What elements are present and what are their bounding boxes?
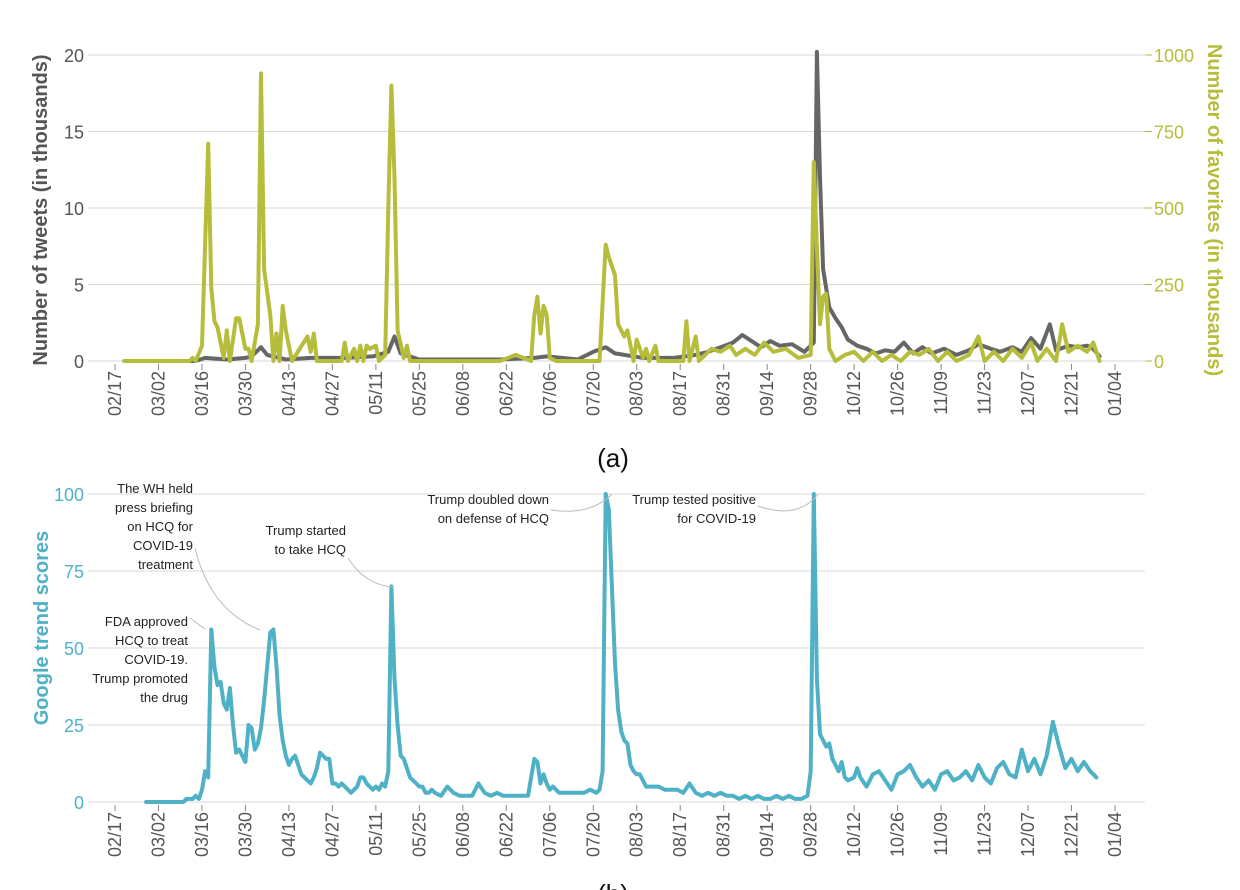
panel-a-y-tick-label: 20 (64, 46, 84, 66)
panel-a-y-tick-label: 15 (64, 123, 84, 143)
panel-b-x-tick-label: 07/20 (583, 812, 603, 857)
panel-b-x-tick-label: 12/21 (1062, 812, 1082, 857)
annotation-text-line: to take HCQ (274, 542, 346, 557)
annotation-text-line: COVID-19 (133, 538, 193, 553)
panel-b-x-tick-label: 09/14 (757, 812, 777, 857)
annotation-text-line: for COVID-19 (677, 511, 756, 526)
annotation-text-line: press briefing (115, 500, 193, 515)
panel-a-x-tick-label: 03/02 (148, 371, 168, 416)
panel-b-y-tick-label: 0 (74, 793, 84, 813)
annotation-text-line: Trump promoted (92, 671, 188, 686)
panel-b-x-tick-label: 09/28 (801, 812, 821, 857)
panel-b-x-tick-label: 03/16 (192, 812, 212, 857)
panel-b-x-tick-label: 10/26 (888, 812, 908, 857)
annotation-text-line: FDA approved (105, 614, 188, 629)
google-trend-series-line (144, 492, 1099, 804)
annotation-leader-line (550, 493, 613, 512)
panel-b-x-tick-label: 05/25 (409, 812, 429, 857)
panel-a-left-axis-title: Number of tweets (in thousands) (30, 54, 52, 365)
panel-a-x-tick-label: 04/13 (279, 371, 299, 416)
panel-a-x-tick-label: 08/03 (627, 371, 647, 416)
panel-a-x-tick-label: 10/12 (844, 371, 864, 416)
panel-b-x-tick-label: 03/30 (235, 812, 255, 857)
annotation-text-line: Trump doubled down (427, 492, 549, 507)
panel-a-x-tick-label: 05/11 (366, 371, 386, 415)
annotation-text-line: The WH held (117, 481, 193, 496)
panel-a-y-right-tick-label: 250 (1154, 276, 1184, 296)
annotation-text-line: COVID-19. (124, 652, 188, 667)
panel-a-tweets-favorites-chart: Number of tweets (in thousands) Number o… (30, 44, 1225, 473)
panel-b-x-tick-label: 08/17 (670, 812, 690, 857)
panel-a-x-tick-label: 08/17 (670, 371, 690, 416)
panel-a-y-tick-label: 10 (64, 199, 84, 219)
panel-a-x-tick-label: 04/27 (322, 371, 342, 416)
panel-a-y-tick-label: 5 (74, 276, 84, 296)
panel-a-x-tick-label: 10/26 (888, 371, 908, 416)
panel-a-x-tick-label: 12/07 (1018, 371, 1038, 416)
panel-b-left-axis-title: Google trend scores (31, 531, 53, 726)
panel-b-x-tick-label: 08/31 (714, 812, 734, 857)
annotation-text-line: the drug (140, 690, 188, 705)
panel-a-x-tick-label: 03/16 (192, 371, 212, 416)
panel-a-label: (a) (597, 443, 629, 473)
panel-b-x-tick-label: 03/02 (148, 812, 168, 857)
panel-b-x-tick-label: 06/08 (453, 812, 473, 857)
annotation-text-line: on HCQ for (127, 519, 193, 534)
annotation-leader-line (347, 557, 394, 588)
panel-b-x-tick-label: 05/11 (366, 812, 386, 856)
panel-a-x-tick-label: 09/14 (757, 371, 777, 416)
panel-b-y-tick-label: 25 (64, 716, 84, 736)
panel-a-y-right-tick-label: 750 (1154, 123, 1184, 143)
panel-b-x-tick-label: 04/27 (322, 812, 342, 857)
panel-b-x-tick-label: 08/03 (627, 812, 647, 857)
panel-b-x-tick-label: 12/07 (1018, 812, 1038, 857)
panel-a-x-tick-label: 11/23 (975, 371, 995, 415)
panel-a-x-tick-label: 01/04 (1105, 371, 1125, 416)
panel-b-x-tick-label: 01/04 (1105, 812, 1125, 857)
panel-a-x-tick-label: 11/09 (931, 371, 951, 415)
tweets-series-line (122, 49, 1102, 363)
panel-a-y-right-tick-label: 500 (1154, 199, 1184, 219)
panel-a-y-right-tick-label: 1000 (1154, 46, 1194, 66)
panel-a-x-tick-label: 07/06 (540, 371, 560, 416)
annotation-text-line: treatment (138, 557, 193, 572)
panel-a-x-tick-label: 09/28 (801, 371, 821, 416)
panel-b-y-tick-label: 50 (64, 639, 84, 659)
panel-b-x-tick-label: 06/22 (496, 812, 516, 857)
panel-a-x-tick-label: 12/21 (1062, 371, 1082, 416)
panel-b-label: (b) (597, 879, 629, 890)
panel-b-x-tick-label: 07/06 (540, 812, 560, 857)
panel-a-x-tick-label: 06/08 (453, 371, 473, 416)
panel-b-x-tick-label: 10/12 (844, 812, 864, 857)
panel-a-x-tick-label: 08/31 (714, 371, 734, 416)
panel-a-x-tick-label: 06/22 (496, 371, 516, 416)
annotation-text-line: on defense of HCQ (438, 511, 549, 526)
annotation-text-line: Trump tested positive (632, 492, 756, 507)
annotation-leader-line (189, 617, 206, 630)
favorites-series-line (122, 71, 1102, 363)
panel-a-y-right-tick-label: 0 (1154, 352, 1164, 372)
panel-b-x-tick-label: 11/23 (975, 812, 995, 856)
panel-b-y-tick-label: 100 (54, 485, 84, 505)
panel-a-x-tick-label: 05/25 (409, 371, 429, 416)
panel-b-google-trends-chart: Google trend scores (b) 0 25 50 75 100 02/17 0… (31, 481, 1145, 890)
annotation-text-line: Trump started (266, 523, 346, 538)
annotation-text-line: HCQ to treat (115, 633, 188, 648)
panel-a-y-tick-label: 0 (74, 352, 84, 372)
panel-b-x-tick-label: 11/09 (931, 812, 951, 856)
panel-b-x-tick-label: 04/13 (279, 812, 299, 857)
panel-b-y-tick-label: 75 (64, 562, 84, 582)
annotation-leader-line (757, 493, 819, 512)
panel-a-x-tick-label: 02/17 (105, 371, 125, 416)
panel-b-x-tick-label: 02/17 (105, 812, 125, 857)
panel-a-right-axis-title: Number of favorites (in thousands) (1203, 44, 1225, 376)
panel-a-x-tick-label: 03/30 (235, 371, 255, 416)
annotation-leader-line (194, 547, 261, 631)
panel-a-x-tick-label: 07/20 (583, 371, 603, 416)
